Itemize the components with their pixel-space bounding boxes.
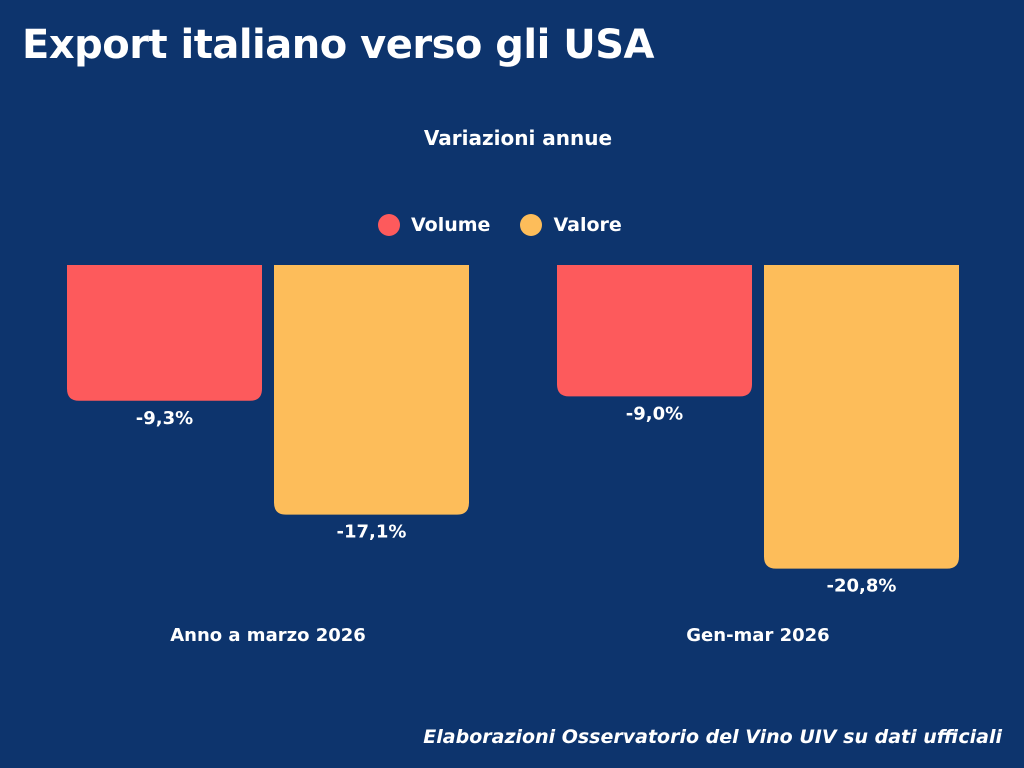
legend-item-valore: Valore: [520, 214, 622, 236]
legend-item-volume: Volume: [378, 214, 490, 236]
source-note: Elaborazioni Osservatorio del Vino UIV s…: [423, 726, 1002, 748]
data-label-valore-1: -17,1%: [337, 522, 407, 543]
category-label-1: Anno a marzo 2026: [170, 625, 366, 646]
legend-swatch-volume: [378, 214, 400, 236]
chart-subtitle: Variazioni annue: [423, 126, 613, 150]
bar-volume-2: [557, 265, 752, 397]
chart-legend: Volume Valore: [378, 214, 622, 236]
data-label-valore-2: -20,8%: [827, 576, 897, 597]
bar-volume-1: [67, 265, 262, 401]
category-label-2: Gen-mar 2026: [686, 625, 829, 646]
legend-swatch-valore: [520, 214, 543, 236]
bar-valore-1: [274, 265, 469, 515]
data-label-volume-2: -9,0%: [626, 403, 683, 424]
legend-label-valore: Valore: [553, 214, 622, 236]
data-label-volume-1: -9,3%: [136, 408, 193, 429]
bar-valore-2: [764, 265, 959, 569]
legend-label-volume: Volume: [411, 214, 491, 236]
chart-title: Export italiano verso gli USA: [22, 22, 655, 68]
